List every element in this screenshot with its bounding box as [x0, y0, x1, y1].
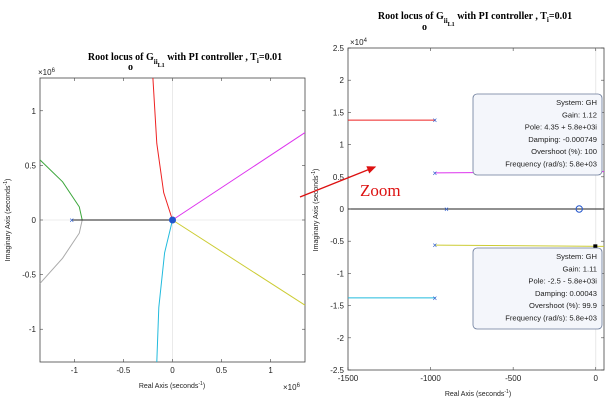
right-y-tick-label: 1.5	[333, 108, 345, 117]
left-x-tick-label: 0.5	[216, 366, 228, 375]
datatip-line: Overshoot (%): 99.9	[529, 301, 597, 310]
right-y-tick-label: -2.5	[330, 366, 344, 375]
zoom-label: Zoom	[360, 181, 401, 200]
datatip-line: Damping: 0.00043	[535, 289, 597, 298]
left-x-axis-label: Real Axis (seconds-1)	[139, 381, 205, 390]
right-x-tick-label: 0	[594, 374, 599, 383]
right-y-tick-label: -1	[337, 269, 345, 278]
datatip-box[interactable]	[472, 93, 603, 176]
right-y-tick-label: -2	[337, 334, 345, 343]
right-x-tick-label: -1500	[338, 374, 359, 383]
right-zero-marker	[575, 205, 583, 213]
left-y-multiplier: ×106	[38, 68, 56, 77]
right-chart: Root locus of GiiL1 with PI controller ,…	[311, 11, 605, 398]
right-y-tick-label: 0	[340, 205, 345, 214]
right-y-ticks: -2.5 -2 -1.5 -1 -0.5 0 0.5 1 1.5 2 2.5	[330, 44, 604, 375]
left-series-line-5	[156, 219, 173, 363]
right-pole-marker: ×	[433, 116, 438, 125]
datatip-line: Pole: -2.5 - 5.8e+03i	[528, 277, 597, 286]
right-y-multiplier: ×104	[350, 38, 368, 47]
datatip-line: Frequency (rad/s): 5.8e+03	[505, 314, 597, 323]
datatip-line: Overshoot (%): 100	[531, 147, 597, 156]
right-series-group	[348, 119, 605, 299]
left-y-tick-label: 0	[32, 216, 37, 225]
left-series-line-7	[172, 219, 306, 306]
right-pole-marker: ×	[433, 294, 438, 303]
left-y-axis-label: Imaginary Axis (seconds-1)	[3, 179, 12, 262]
left-series-line-1	[39, 159, 83, 221]
right-datatips: System: GH Gain: 1.12 Pole: 4.35 + 5.8e+03…	[472, 93, 603, 330]
left-y-tick-label: 1	[32, 107, 37, 116]
left-x-tick-label: -1	[71, 366, 79, 375]
left-chart: Root locus of GiiL1 with PI controller ,…	[3, 52, 306, 392]
left-x-ticks: -1 -0.5 0 0.5 1	[71, 78, 273, 375]
left-chart-title-sub-o: o	[128, 62, 133, 73]
right-y-tick-label: 2.5	[333, 44, 345, 53]
datatip-line: Gain: 1.11	[563, 264, 597, 273]
right-x-ticks: -1500 -1000 -500 0	[338, 48, 599, 383]
left-y-tick-label: -1	[29, 325, 37, 334]
right-y-tick-label: -1.5	[330, 302, 344, 311]
right-y-tick-label: -0.5	[330, 237, 344, 246]
left-series-line-2	[39, 219, 83, 284]
datatip-line: System: GH	[556, 98, 597, 107]
left-series-line-6	[172, 132, 306, 221]
left-x-tick-label: 1	[268, 366, 273, 375]
datatip-box[interactable]	[472, 247, 603, 330]
right-series-line-4	[435, 244, 605, 247]
right-chart-title: Root locus of GiiL1 with PI controller ,…	[378, 11, 572, 28]
left-pole-marker: ×	[69, 216, 74, 225]
left-series-group	[39, 77, 306, 363]
left-x-multiplier: ×106	[283, 383, 301, 392]
datatip-line: Damping: -0.000749	[528, 135, 597, 144]
left-origin-cluster-marker	[169, 216, 176, 224]
left-chart-title: Root locus of GiiL1 with PI controller ,…	[88, 52, 282, 69]
right-y-tick-label: 2	[340, 76, 345, 85]
left-y-ticks: -1 -0.5 0 0.5 1	[22, 107, 305, 334]
right-x-axis-label: Real Axis (seconds-1)	[445, 389, 511, 398]
right-pole-marker: ×	[433, 169, 438, 178]
left-x-tick-label: -0.5	[117, 366, 131, 375]
datatip-line: Pole: 4.35 + 5.8e+03i	[525, 123, 598, 132]
zoom-arrow	[299, 166, 377, 198]
right-x-tick-label: -500	[505, 374, 522, 383]
right-x-tick-label: -1000	[420, 374, 441, 383]
right-pole-marker: ×	[433, 241, 438, 250]
right-chart-title-sub-o: o	[422, 22, 427, 33]
left-y-tick-label: 0.5	[25, 161, 37, 170]
datatip-line: Gain: 1.12	[562, 110, 597, 119]
right-markers: × × × × ×	[433, 116, 583, 303]
datatip-line: Frequency (rad/s): 5.8e+03	[505, 160, 597, 169]
left-markers: ×	[69, 216, 176, 225]
left-series-line-4	[152, 77, 173, 221]
right-y-tick-label: 1	[340, 141, 345, 150]
datatip-line: System: GH	[556, 252, 597, 261]
right-y-tick-label: 0.5	[333, 173, 345, 182]
left-y-tick-label: -0.5	[22, 271, 36, 280]
datatip-point	[593, 244, 598, 249]
right-y-axis-label: Imaginary Axis (seconds-1)	[311, 169, 320, 252]
left-x-tick-label: 0	[170, 366, 175, 375]
right-pole-marker: ×	[444, 205, 449, 214]
